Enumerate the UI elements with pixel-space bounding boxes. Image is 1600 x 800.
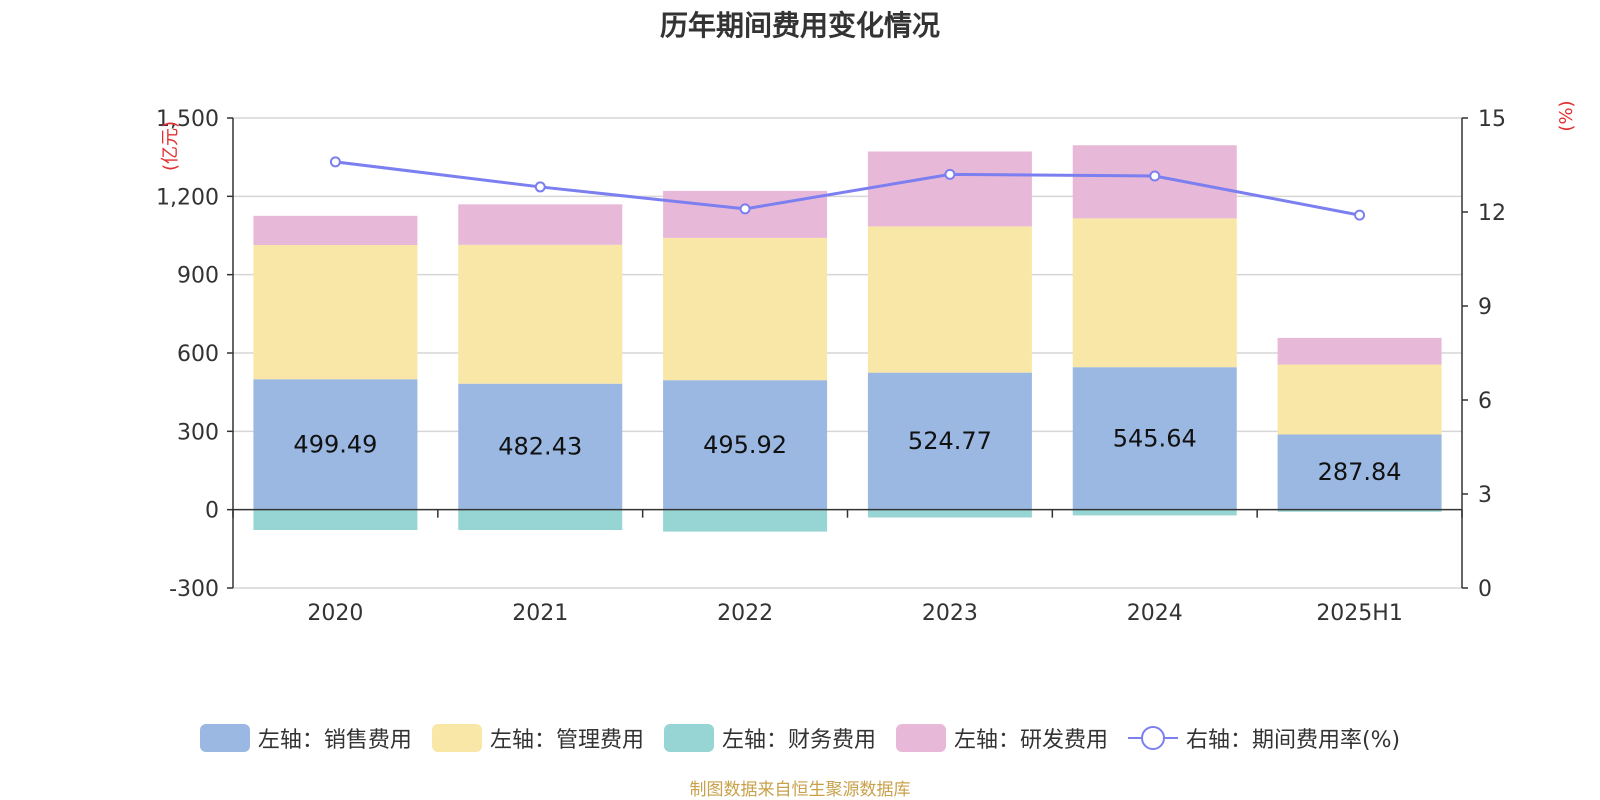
left-axis-tick-label: 300 (177, 420, 219, 445)
point-expense-ratio (534, 181, 546, 193)
data-label-sales-expense: 287.84 (1318, 458, 1402, 486)
bar-admin-expense (458, 244, 623, 384)
bar-admin-expense (1277, 364, 1442, 435)
axes-layer: -300 0 300 600 900 1,200 1,500 0 3 6 9 12 15 2020 2021… (156, 107, 1506, 626)
data-label-sales-expense: 524.77 (908, 427, 992, 455)
left-axis-tick-label: -300 (169, 577, 219, 602)
legend-label-sales: 左轴：销售费用 (257, 728, 412, 753)
left-axis-tick-label: 900 (177, 264, 219, 289)
bar-sales-expense (1072, 367, 1237, 510)
legend-label-admin: 左轴：管理费用 (489, 728, 644, 753)
bar-finance-expense (1277, 509, 1442, 512)
legend-label-rd: 左轴：研发费用 (953, 728, 1108, 753)
bar-sales-expense (1277, 434, 1442, 510)
data-label-sales-expense: 545.64 (1113, 424, 1197, 452)
legend-swatch-finance (663, 724, 714, 752)
bar-admin-expense (663, 237, 828, 381)
bar-sales-expense (253, 379, 418, 510)
left-axis-tick-label: 600 (177, 342, 219, 367)
left-axis-tick-label: 1,200 (156, 185, 219, 210)
left-axis-unit-label: (亿元) (160, 121, 181, 171)
data-label-sales-expense: 495.92 (703, 431, 787, 459)
x-axis-tick-label: 2021 (512, 601, 568, 626)
bar-finance-expense (458, 509, 623, 531)
legend-swatch-admin (431, 724, 482, 752)
line-expense-ratio (335, 160, 1360, 217)
source-note: 制图数据来自恒生聚源数据库 (689, 780, 911, 800)
bar-rd-expense (253, 215, 418, 246)
legend-swatch-sales (199, 724, 250, 752)
right-axis-tick-label: 3 (1478, 483, 1492, 508)
bar-sales-expense (663, 380, 828, 510)
right-axis-tick-label: 12 (1478, 201, 1506, 226)
line-layer (329, 156, 1366, 221)
legend-label-ratio: 右轴：期间费用率(%) (1185, 728, 1401, 753)
chart-plot: -300 0 300 600 900 1,200 1,500 0 3 6 9 12 15 2020 2021… (156, 100, 1577, 626)
bar-rd-expense (867, 151, 1032, 227)
right-axis-tick-label: 0 (1478, 577, 1492, 602)
legend-item-rd-expense[interactable]: 左轴：研发费用 (895, 722, 1108, 754)
bar-sales-expense (867, 372, 1032, 510)
legend-swatch-ratio-line (1127, 726, 1178, 750)
left-axis-tick-label: 0 (205, 499, 219, 524)
right-axis-tick-label: 6 (1478, 389, 1492, 414)
legend-item-finance-expense[interactable]: 左轴：财务费用 (663, 722, 876, 754)
data-label-sales-expense: 499.49 (293, 430, 377, 458)
bars-layer (253, 145, 1442, 532)
bar-sales-expense (458, 383, 623, 510)
bar-admin-expense (867, 226, 1032, 373)
data-label-sales-expense: 482.43 (498, 433, 582, 461)
legend-label-finance: 左轴：财务费用 (721, 728, 876, 753)
point-expense-ratio (944, 168, 956, 180)
labels-layer: 499.49 482.43 495.92 524.77 545.64 287.84 (293, 424, 1401, 486)
bar-finance-expense (663, 509, 828, 532)
point-expense-ratio (1354, 209, 1366, 221)
bar-rd-expense (458, 204, 623, 245)
bar-admin-expense (253, 245, 418, 380)
point-expense-ratio (1149, 170, 1161, 182)
bar-finance-expense (253, 509, 418, 531)
bar-finance-expense (1072, 509, 1237, 516)
x-axis-tick-label: 2020 (307, 601, 363, 626)
x-axis-tick-label: 2022 (717, 601, 773, 626)
left-axis-tick-label: 1,500 (156, 107, 219, 132)
right-axis-tick-label: 15 (1478, 107, 1506, 132)
bar-finance-expense (867, 509, 1032, 518)
x-axis-tick-label: 2025H1 (1316, 601, 1403, 626)
bar-admin-expense (1072, 218, 1237, 368)
legend-item-sales-expense[interactable]: 左轴：销售费用 (199, 722, 412, 754)
right-axis-tick-label: 9 (1478, 295, 1492, 320)
point-expense-ratio (329, 156, 341, 168)
right-axis-unit-label: (%) (1556, 100, 1577, 131)
legend-swatch-rd (895, 724, 946, 752)
grid-layer (233, 117, 1462, 589)
x-axis-tick-label: 2024 (1127, 601, 1183, 626)
legend-item-admin-expense[interactable]: 左轴：管理费用 (431, 722, 644, 754)
bar-rd-expense (1072, 145, 1237, 219)
bar-rd-expense (1277, 337, 1442, 365)
legend-item-expense-ratio[interactable]: 右轴：期间费用率(%) (1127, 722, 1401, 754)
chart-title: 历年期间费用变化情况 (659, 9, 940, 42)
x-axis-tick-label: 2023 (922, 601, 978, 626)
chart-legend: 左轴：销售费用 左轴：管理费用 左轴：财务费用 左轴：研发费用 右轴：期间费用率… (0, 718, 1600, 758)
point-expense-ratio (739, 203, 751, 215)
